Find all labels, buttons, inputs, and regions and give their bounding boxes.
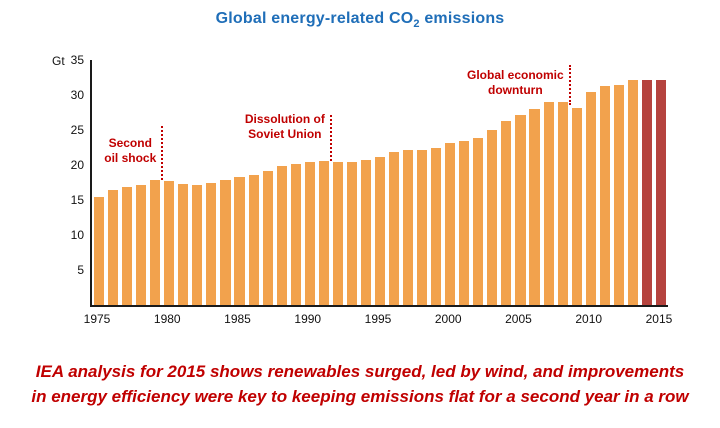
y-tick-label: 15 [70,193,84,207]
y-tick-label: 35 [70,53,84,67]
x-tick-label: 1985 [224,312,251,326]
annotation-label: Second oil shock [104,136,157,165]
caption: IEA analysis for 2015 shows renewables s… [0,360,720,409]
bar-1991 [318,160,329,305]
bar-2001 [459,141,470,305]
y-tick-label: 10 [70,228,84,242]
chart-title: Global energy-related CO2 emissions [0,10,720,30]
y-axis-unit-label: Gt [52,54,65,68]
bar-1978 [136,184,147,305]
bar-2005 [515,115,526,305]
bar-1997 [403,150,414,305]
bar-2004 [501,120,512,305]
bar-2000 [445,142,456,305]
bar-2009 [571,107,582,305]
bar-1986 [248,174,259,305]
bar-1985 [234,176,245,305]
bar-1994 [360,160,371,305]
bar-2003 [487,130,498,305]
bar-1998 [417,149,428,305]
chart-title-text: Global energy-related CO [215,10,414,27]
x-tick-label: 2005 [505,312,532,326]
bar-1976 [108,190,119,305]
bar-1992 [332,162,343,305]
y-tick-label: 30 [70,88,84,102]
x-tick-label: 2015 [645,312,673,326]
bar-1989 [290,164,301,305]
bar-1999 [431,148,442,305]
bar-2008 [557,102,568,305]
bar-2006 [529,109,540,305]
bar-1980 [164,181,175,305]
x-tick-label: 1980 [153,312,181,326]
x-tick-label: 1975 [83,312,111,326]
bar-2015 [655,80,667,305]
bar-1993 [346,161,357,305]
bar-2011 [599,85,610,305]
bar-2007 [543,102,554,305]
annotation-line-1980 [161,126,164,180]
x-tick-label: 1990 [294,312,322,326]
y-tick-label: 25 [70,123,84,137]
bar-1975 [93,196,105,305]
bar-1981 [178,183,189,305]
bar-2013 [627,80,638,305]
bar-1977 [122,186,133,305]
bar-1984 [220,179,231,305]
bar-2010 [585,91,596,305]
bar-2002 [473,137,484,305]
annotation-label: Dissolution of Soviet Union [244,112,325,141]
caption-line-2: in energy efficiency were key to keeping… [31,386,689,406]
bar-1979 [150,179,161,305]
bar-1990 [304,161,315,305]
x-tick-label: 2000 [434,312,462,326]
bar-1995 [374,156,386,305]
annotation-line-1992 [329,115,332,161]
bar-1996 [388,152,400,305]
bar-1988 [276,166,287,305]
annotation-line-2009 [568,65,571,105]
chart-title-subscript: 2 [413,18,420,31]
bar-1987 [262,171,273,305]
annotation-label: Global economic downturn [466,68,564,97]
chart-title-suffix: emissions [419,10,505,27]
y-tick-label: 5 [77,263,84,277]
bar-2014 [641,79,652,305]
plot-area: Second oil shock Dissolution of Soviet Un… [90,60,668,307]
bar-1982 [192,184,203,305]
x-tick-label: 1995 [364,312,392,326]
caption-line-1: IEA analysis for 2015 shows renewables s… [35,362,685,381]
x-tick-label: 2010 [575,312,603,326]
bar-1983 [206,183,217,305]
y-tick-label: 20 [70,158,84,172]
bar-2012 [613,84,624,305]
